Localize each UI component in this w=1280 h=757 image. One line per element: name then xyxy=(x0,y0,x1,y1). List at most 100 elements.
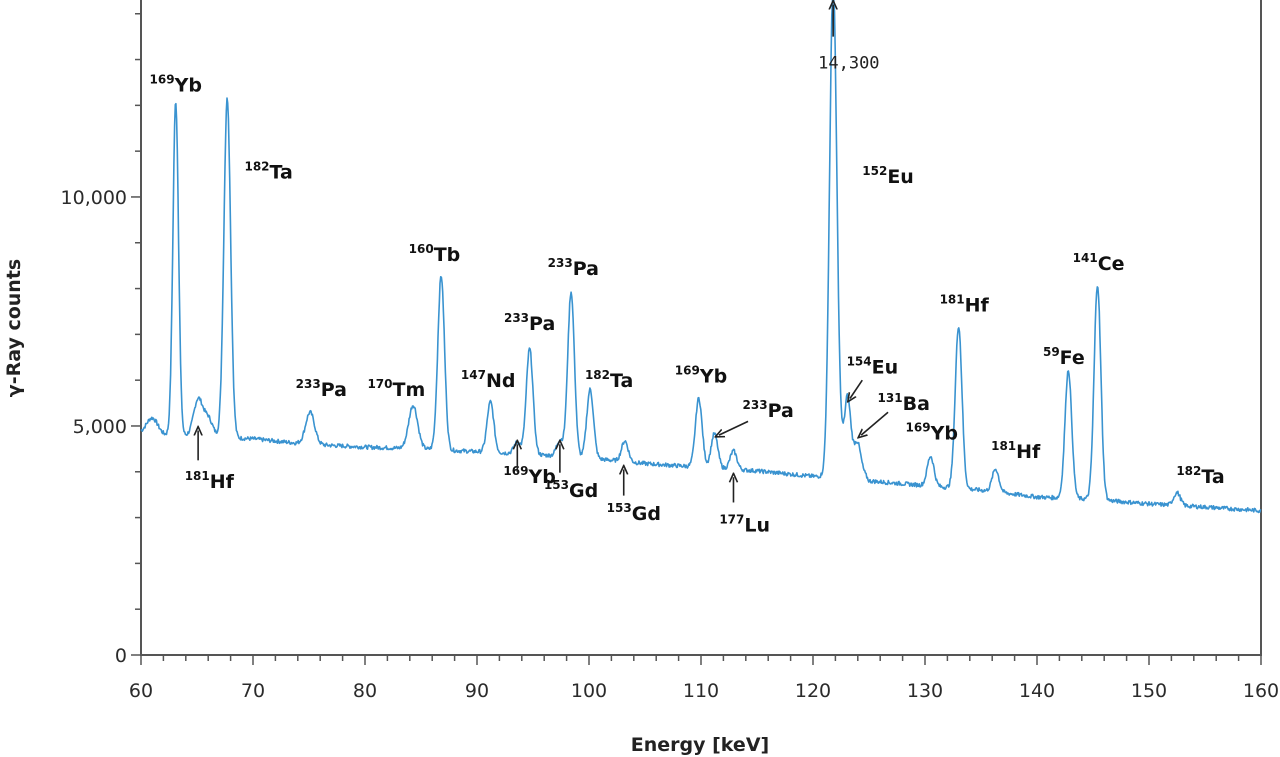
isotope-mass: 233 xyxy=(296,377,321,391)
x-tick-label: 140 xyxy=(1019,680,1055,702)
peak-label-yb-169: 169Yb xyxy=(675,363,727,387)
peak-label-hf-181: 181Hf xyxy=(940,292,990,316)
peak-label-pa-233: 233Pa xyxy=(548,256,599,280)
x-tick-label: 110 xyxy=(683,680,719,702)
peak-label-ce-141: 141Ce xyxy=(1073,251,1125,275)
element-symbol: Gd xyxy=(569,480,598,502)
element-symbol: Ta xyxy=(610,370,633,392)
element-symbol: Fe xyxy=(1060,347,1085,369)
peak-label-gd-153: 153Gd xyxy=(607,501,661,525)
isotope-mass: 182 xyxy=(1176,464,1201,478)
annotation-arrow xyxy=(861,411,889,435)
peak-label-ta-182: 182Ta xyxy=(585,368,633,392)
isotope-mass: 181 xyxy=(185,469,210,483)
y-tick-label: 0 xyxy=(115,645,127,667)
isotope-mass: 152 xyxy=(862,164,887,178)
x-tick-label: 130 xyxy=(907,680,943,702)
isotope-mass: 169 xyxy=(906,421,931,435)
isotope-mass: 182 xyxy=(585,368,610,382)
peak-label-tm-170: 170Tm xyxy=(367,377,425,401)
y-tick-label: 10,000 xyxy=(61,187,127,209)
peak-label-yb-169: 169Yb xyxy=(503,464,555,488)
peak-label-ta-182: 182Ta xyxy=(244,160,292,184)
element-symbol: Yb xyxy=(699,365,727,387)
isotope-mass: 141 xyxy=(1073,251,1098,265)
peak-label-eu-152: 152Eu xyxy=(862,164,914,188)
isotope-mass: 169 xyxy=(675,363,700,377)
element-symbol: Tm xyxy=(393,379,426,401)
peak-label-yb-169: 169Yb xyxy=(150,73,202,97)
offscale-peak-value: 14,300 xyxy=(818,54,879,74)
element-symbol: Eu xyxy=(872,356,899,378)
element-symbol: Pa xyxy=(321,379,347,401)
peak-label-pa-233: 233Pa xyxy=(743,398,794,422)
isotope-mass: 182 xyxy=(244,160,269,174)
element-symbol: Yb xyxy=(930,423,958,445)
element-symbol: Pa xyxy=(768,400,794,422)
y-axis-label: γ-Ray counts xyxy=(3,259,25,397)
element-symbol: Ta xyxy=(270,162,293,184)
x-tick-label: 60 xyxy=(129,680,153,702)
x-axis-ticks: 60 70 80 90 100 110 120 130 140 150 160 xyxy=(129,655,1279,702)
isotope-mass: 170 xyxy=(367,377,392,391)
peak-label-gd-153: 153Gd xyxy=(544,478,598,502)
peak-label-eu-154: 154Eu xyxy=(847,354,899,378)
peak-label-hf-181: 181Hf xyxy=(991,439,1041,463)
element-symbol: Nd xyxy=(486,370,516,392)
isotope-mass: 169 xyxy=(150,73,175,87)
isotope-mass: 169 xyxy=(503,464,528,478)
peak-label-nd-147: 147Nd xyxy=(461,368,516,392)
x-tick-label: 90 xyxy=(465,680,489,702)
x-tick-label: 70 xyxy=(241,680,265,702)
element-symbol: Ce xyxy=(1098,253,1125,275)
peak-label-lu-177: 177Lu xyxy=(719,512,770,536)
y-tick-label: 5,000 xyxy=(73,416,127,438)
element-symbol: Yb xyxy=(174,75,202,97)
element-symbol: Hf xyxy=(210,471,235,493)
element-symbol: Lu xyxy=(744,514,770,536)
isotope-mass: 233 xyxy=(548,256,573,270)
peak-label-yb-169: 169Yb xyxy=(906,421,958,445)
isotope-mass: 177 xyxy=(719,512,744,526)
isotope-mass: 153 xyxy=(544,478,569,492)
element-symbol: Pa xyxy=(573,258,599,280)
isotope-mass: 154 xyxy=(847,354,872,368)
element-symbol: Pa xyxy=(529,313,555,335)
isotope-mass: 59 xyxy=(1043,345,1060,359)
peak-label-pa-233: 233Pa xyxy=(296,377,347,401)
element-symbol: Gd xyxy=(632,503,661,525)
x-axis-label: Energy [keV] xyxy=(631,734,769,756)
peak-label-ba-131: 131Ba xyxy=(878,391,930,415)
peak-label-pa-233: 233Pa xyxy=(504,311,555,335)
isotope-mass: 160 xyxy=(409,242,434,256)
isotope-mass: 233 xyxy=(504,311,529,325)
isotope-mass: 233 xyxy=(743,398,768,412)
plot-border xyxy=(140,0,1262,656)
plot-area: 60 70 80 90 100 110 120 130 140 150 160 0 5,000 10,0… xyxy=(61,0,1279,702)
element-symbol: Hf xyxy=(965,294,990,316)
isotope-mass: 153 xyxy=(607,501,632,515)
element-symbol: Yb xyxy=(527,466,555,488)
y-axis-ticks: 0 5,000 10,000 xyxy=(61,12,141,667)
spectrum-series-line xyxy=(140,0,1262,514)
isotope-mass: 181 xyxy=(991,439,1016,453)
peak-label-tb-160: 160Tb xyxy=(409,242,461,266)
element-symbol: Eu xyxy=(887,166,914,188)
x-tick-label: 80 xyxy=(353,680,377,702)
element-symbol: Hf xyxy=(1016,441,1041,463)
isotope-mass: 181 xyxy=(940,292,965,306)
isotope-mass: 147 xyxy=(461,368,486,382)
x-tick-label: 150 xyxy=(1131,680,1167,702)
peak-label-hf-181: 181Hf xyxy=(185,469,235,493)
x-tick-label: 120 xyxy=(795,680,831,702)
x-tick-label: 100 xyxy=(571,680,607,702)
element-symbol: Tb xyxy=(434,244,461,266)
element-symbol: Ta xyxy=(1201,466,1224,488)
x-tick-label: 160 xyxy=(1243,680,1279,702)
element-symbol: Ba xyxy=(903,393,930,415)
annotation-arrow xyxy=(850,379,863,398)
peak-label-ta-182: 182Ta xyxy=(1176,464,1224,488)
isotope-mass: 131 xyxy=(878,391,903,405)
